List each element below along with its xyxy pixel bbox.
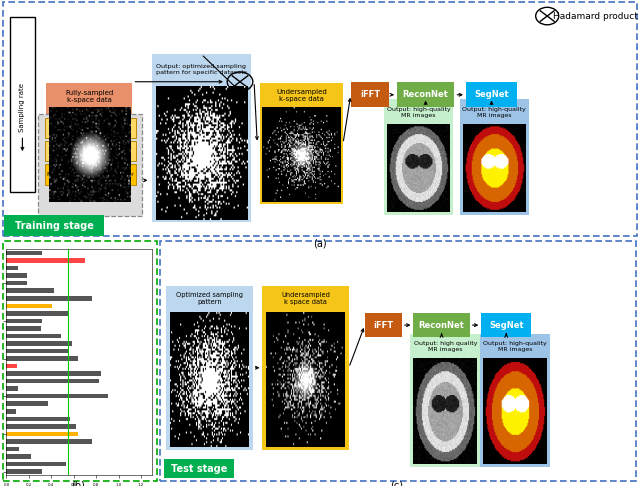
- Bar: [3, 2, 637, 236]
- Bar: [6, 311, 68, 315]
- Bar: [260, 83, 343, 204]
- Bar: [38, 114, 142, 216]
- Bar: [3, 241, 157, 481]
- Bar: [6, 462, 66, 466]
- Bar: [384, 99, 453, 215]
- Bar: [45, 164, 136, 185]
- Text: SampNet: SampNet: [71, 120, 109, 129]
- Bar: [6, 304, 52, 308]
- Bar: [152, 54, 251, 222]
- Text: Sampling rate: Sampling rate: [19, 83, 26, 132]
- Text: Parameter layer: Parameter layer: [65, 125, 116, 130]
- Bar: [6, 454, 31, 459]
- Bar: [6, 424, 76, 429]
- Bar: [6, 439, 92, 444]
- Text: (b): (b): [71, 480, 85, 486]
- Bar: [6, 289, 54, 293]
- Bar: [6, 364, 17, 368]
- Bar: [6, 266, 17, 270]
- Bar: [6, 296, 92, 300]
- Bar: [6, 401, 48, 406]
- Bar: [6, 334, 61, 338]
- Bar: [365, 313, 402, 337]
- Bar: [45, 118, 136, 138]
- Text: (a): (a): [313, 238, 327, 248]
- Text: Output: high-quality
MR images: Output: high-quality MR images: [483, 342, 547, 352]
- Bar: [351, 82, 389, 107]
- Text: Output: high-quality
MR images: Output: high-quality MR images: [462, 107, 526, 118]
- Bar: [6, 349, 68, 353]
- Bar: [6, 447, 19, 451]
- Text: Optimized sampling
pattern: Optimized sampling pattern: [176, 292, 243, 305]
- Text: Monte Carlo sampling layer: Monte Carlo sampling layer: [47, 172, 134, 177]
- Text: Undersampled
k space data: Undersampled k space data: [281, 292, 330, 305]
- Bar: [6, 281, 26, 285]
- Text: Undersampled
k-space data: Undersampled k-space data: [276, 89, 327, 102]
- Text: Output: high-quality
MR images: Output: high-quality MR images: [387, 107, 451, 118]
- Bar: [160, 241, 636, 481]
- Text: Output: high quality
MR images: Output: high quality MR images: [413, 342, 477, 352]
- Text: Training stage: Training stage: [15, 221, 94, 230]
- Text: (c): (c): [390, 480, 403, 486]
- Bar: [6, 394, 108, 399]
- Bar: [6, 274, 28, 278]
- Text: Fully-sampled
k-space data: Fully-sampled k-space data: [65, 90, 113, 103]
- Bar: [6, 386, 18, 391]
- Bar: [262, 286, 349, 450]
- Bar: [6, 319, 42, 323]
- Bar: [45, 141, 136, 161]
- Bar: [166, 286, 253, 450]
- Bar: [410, 334, 481, 467]
- Bar: [6, 417, 70, 421]
- Bar: [46, 83, 132, 204]
- Bar: [466, 82, 517, 107]
- Bar: [413, 313, 470, 337]
- Text: ReconNet: ReconNet: [419, 321, 465, 330]
- Bar: [6, 251, 42, 255]
- Bar: [4, 215, 104, 236]
- Text: Output: optimized sampling
pattern for specific datasets: Output: optimized sampling pattern for s…: [156, 64, 247, 75]
- Text: SegNet: SegNet: [489, 321, 524, 330]
- Bar: [397, 82, 454, 107]
- Bar: [460, 99, 529, 215]
- Bar: [6, 371, 100, 376]
- Text: ReconNet: ReconNet: [403, 90, 449, 99]
- Bar: [6, 356, 78, 361]
- Bar: [6, 432, 78, 436]
- Text: SegNet: SegNet: [474, 90, 509, 99]
- Bar: [480, 334, 550, 467]
- Bar: [6, 259, 84, 263]
- Bar: [6, 379, 99, 383]
- Bar: [10, 17, 35, 192]
- Bar: [6, 469, 42, 474]
- Text: iFFT: iFFT: [373, 321, 394, 330]
- Bar: [6, 341, 72, 346]
- Bar: [6, 326, 40, 330]
- Text: iFFT: iFFT: [360, 90, 380, 99]
- Text: Test stage: Test stage: [171, 464, 227, 473]
- Text: Scaling layer: Scaling layer: [70, 149, 111, 154]
- Bar: [481, 313, 531, 337]
- Bar: [164, 459, 234, 478]
- Bar: [6, 409, 16, 414]
- Text: Hadamard product: Hadamard product: [553, 12, 637, 20]
